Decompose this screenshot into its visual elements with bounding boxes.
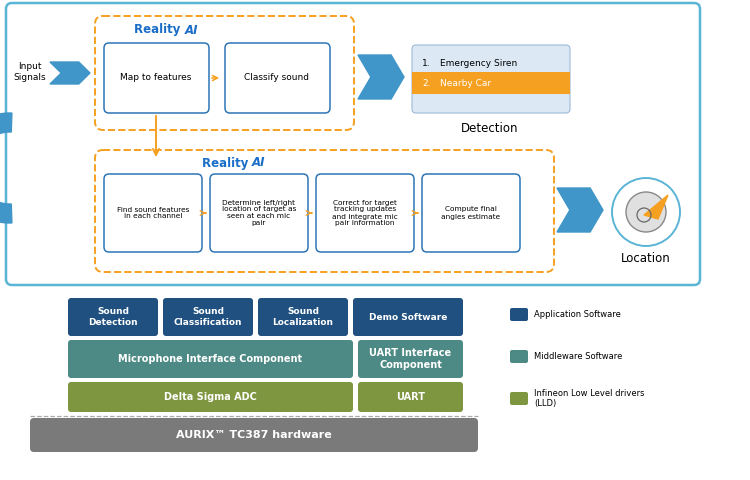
Text: Input
Signals: Input Signals [13,62,46,82]
FancyBboxPatch shape [510,392,528,405]
Text: AI: AI [252,156,266,169]
Text: Determine left/right
location of target as
seen at each mic
pair: Determine left/right location of target … [222,200,296,227]
FancyBboxPatch shape [510,350,528,363]
Text: Delta Sigma ADC: Delta Sigma ADC [164,392,257,402]
FancyBboxPatch shape [104,174,202,252]
Polygon shape [0,113,12,223]
FancyBboxPatch shape [412,45,570,113]
FancyBboxPatch shape [68,298,158,336]
FancyBboxPatch shape [95,16,354,130]
FancyBboxPatch shape [412,72,570,94]
Circle shape [626,192,666,232]
Text: Demo Software: Demo Software [369,312,447,322]
FancyBboxPatch shape [353,298,463,336]
Text: 2.: 2. [422,79,430,87]
FancyBboxPatch shape [6,3,700,285]
FancyBboxPatch shape [95,150,554,272]
FancyBboxPatch shape [68,382,353,412]
Text: Application Software: Application Software [534,310,621,319]
Text: Microphone Interface Component: Microphone Interface Component [118,354,302,364]
Text: Compute final
angles estimate: Compute final angles estimate [442,206,500,219]
FancyBboxPatch shape [510,308,528,321]
Text: Sound
Localization: Sound Localization [272,307,334,327]
Polygon shape [644,195,668,219]
Polygon shape [557,188,603,232]
FancyBboxPatch shape [30,418,478,452]
Text: Map to features: Map to features [120,73,192,83]
Text: UART: UART [396,392,425,402]
Text: Nearby Car: Nearby Car [440,79,491,87]
FancyBboxPatch shape [358,340,463,378]
FancyBboxPatch shape [258,298,348,336]
Text: Reality: Reality [202,156,252,169]
FancyBboxPatch shape [358,382,463,412]
FancyBboxPatch shape [163,298,253,336]
Text: Sound
Detection: Sound Detection [88,307,138,327]
Text: AURIX™ TC387 hardware: AURIX™ TC387 hardware [176,430,332,440]
Polygon shape [358,55,404,99]
FancyBboxPatch shape [104,43,209,113]
Text: UART Interface
Component: UART Interface Component [370,348,452,370]
Text: 1.: 1. [422,59,430,68]
FancyBboxPatch shape [210,174,308,252]
FancyBboxPatch shape [422,174,520,252]
Text: Detection: Detection [461,121,519,134]
Text: Location: Location [621,252,670,264]
Text: Classify sound: Classify sound [244,73,310,83]
Circle shape [612,178,680,246]
FancyBboxPatch shape [316,174,414,252]
Polygon shape [50,62,90,84]
Text: Correct for target
tracking updates
and integrate mic
pair information: Correct for target tracking updates and … [332,200,398,227]
FancyBboxPatch shape [225,43,330,113]
Text: Middleware Software: Middleware Software [534,352,622,361]
Text: AI: AI [185,24,199,36]
FancyBboxPatch shape [68,340,353,378]
Text: Sound
Classification: Sound Classification [174,307,242,327]
Text: Reality: Reality [134,24,185,36]
Text: Emergency Siren: Emergency Siren [440,59,518,68]
Text: Infineon Low Level drivers
(LLD): Infineon Low Level drivers (LLD) [534,389,644,408]
Text: Find sound features
in each channel: Find sound features in each channel [117,206,189,219]
